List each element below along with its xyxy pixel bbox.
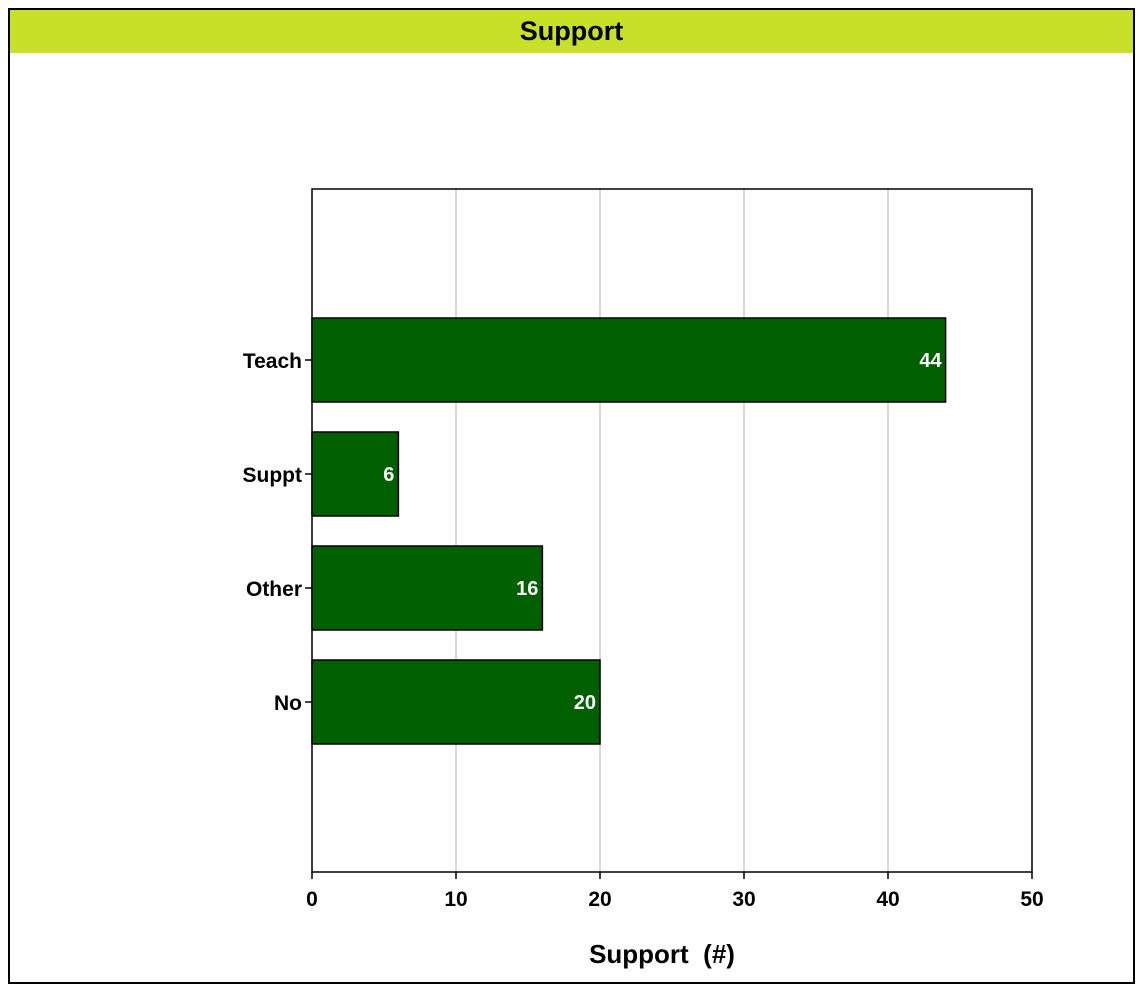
data-label-suppt: 6 bbox=[383, 464, 394, 486]
y-tick-label-no: No bbox=[274, 692, 302, 715]
x-tick-label-50: 50 bbox=[1020, 888, 1043, 911]
x-tick-label-10: 10 bbox=[444, 888, 467, 911]
data-label-no: 20 bbox=[574, 692, 596, 714]
y-tick-label-teach: Teach bbox=[243, 350, 302, 373]
x-tick-label-40: 40 bbox=[876, 888, 899, 911]
x-tick-label-20: 20 bbox=[588, 888, 611, 911]
bar-suppt bbox=[311, 431, 400, 517]
data-label-other: 16 bbox=[516, 578, 538, 600]
x-tick-label-0: 0 bbox=[306, 888, 318, 911]
x-axis-title: Support (#) bbox=[589, 939, 735, 969]
bar-other bbox=[311, 545, 544, 631]
plot-area-border bbox=[311, 188, 1033, 873]
y-tick-label-other: Other bbox=[246, 578, 302, 601]
x-tick-label-30: 30 bbox=[732, 888, 755, 911]
bar-no bbox=[311, 659, 601, 745]
title-bar: Support bbox=[10, 10, 1133, 53]
chart-frame: Support bbox=[8, 8, 1135, 984]
y-tick-label-suppt: Suppt bbox=[243, 464, 302, 487]
bar-teach bbox=[311, 317, 947, 403]
chart-title: Support bbox=[519, 16, 624, 46]
data-label-teach: 44 bbox=[919, 350, 942, 372]
